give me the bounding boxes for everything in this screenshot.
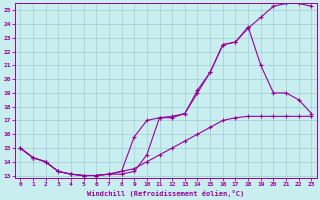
X-axis label: Windchill (Refroidissement éolien,°C): Windchill (Refroidissement éolien,°C) xyxy=(87,190,244,197)
